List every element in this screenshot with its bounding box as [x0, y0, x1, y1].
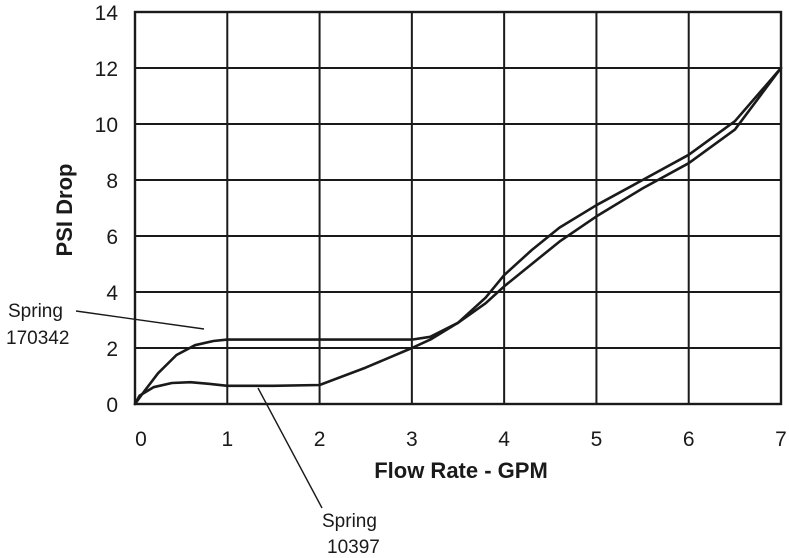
y-tick-label-2: 4	[106, 282, 118, 305]
x-tick-label-1: 1	[221, 428, 233, 451]
x-tick-label-6: 6	[683, 428, 695, 451]
x-tick-label-3: 3	[406, 428, 418, 451]
x-tick-label-7: 7	[775, 428, 787, 451]
y-tick-label-6: 12	[95, 58, 118, 81]
x-axis-title: Flow Rate - GPM	[374, 458, 548, 483]
y-tick-label-4: 8	[106, 170, 118, 193]
spring-170342-leader-line	[75, 310, 205, 330]
spring-10397-label-line2: 10397	[327, 537, 380, 558]
y-tick-label-7: 14	[95, 2, 119, 25]
y-axis-title: PSI Drop	[52, 164, 77, 257]
spring-10397-label-line1: Spring	[322, 511, 377, 532]
spring-170342-label-line2: 170342	[6, 328, 69, 349]
annotation-spring-170342: Spring 170342	[6, 301, 205, 349]
curves	[133, 66, 783, 406]
y-tick-label-5: 10	[95, 114, 118, 137]
y-tick-label-0: 0	[106, 394, 118, 417]
annotation-spring-10397: Spring 10397	[257, 387, 380, 558]
x-tick-label-5: 5	[591, 428, 603, 451]
grid-lines	[134, 11, 782, 405]
x-tick-label-0: 0	[135, 428, 147, 451]
series-line-spring-10397	[133, 66, 783, 406]
y-tick-label-3: 6	[106, 226, 118, 249]
spring-10397-leader-line	[257, 387, 323, 509]
series-line-spring-170342	[133, 66, 783, 406]
y-tick-labels: 0 2 4 6 8 10 12 14	[95, 2, 119, 417]
spring-170342-label-line1: Spring	[8, 301, 63, 322]
x-tick-label-2: 2	[314, 428, 326, 451]
x-tick-labels: 0 1 2 3 4 5 6 7	[135, 428, 787, 451]
y-tick-label-1: 2	[106, 338, 118, 361]
plot-frame	[133, 10, 783, 406]
x-tick-label-4: 4	[498, 428, 510, 451]
